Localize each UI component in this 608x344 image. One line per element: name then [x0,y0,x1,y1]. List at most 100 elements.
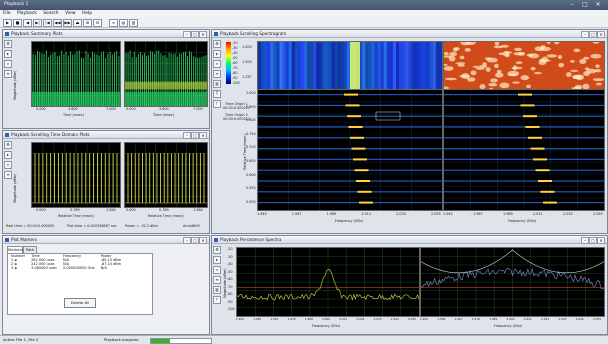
toolbar-button-12[interactable]: ▥ [129,19,138,27]
toolbar-button-10[interactable]: ≡ [109,19,118,27]
panel-maximize-button[interactable]: □ [589,31,597,38]
persist-xtick: 1.967 [270,317,279,321]
panel-close-button[interactable]: ✕ [199,31,207,38]
time-xtick: 0.789 [70,208,80,212]
row-time: 3.060000 usec [31,266,57,270]
marker-icon[interactable]: ⊤ [213,296,221,304]
close-button[interactable]: ✕ [595,1,601,8]
toolbar-button-1[interactable]: ■ [13,19,22,27]
spectro-speck [526,84,531,89]
zoom-icon[interactable]: ⌕ [213,266,221,274]
spectro-column [337,42,342,89]
summary-floor [32,91,120,106]
spectro-column [423,42,428,89]
spectro-column [420,42,425,89]
list-icon[interactable]: ≡ [213,276,221,284]
toolbar-button-3[interactable]: ▶| [33,19,42,27]
bars-icon[interactable]: ▥ [213,286,221,294]
zoom-icon[interactable]: ⌕ [4,60,12,68]
spectro-column [399,42,403,89]
menu-playback[interactable]: Playback [16,11,37,16]
spectro-column [411,42,415,89]
spectro-speck [590,53,602,59]
toolbar-button-11[interactable]: ▤ [119,19,128,27]
toolbar-button-7[interactable]: ⏏ [73,19,82,27]
row-frequency: N/A [63,258,70,262]
spectro-top-left[interactable] [257,41,443,90]
menu-help[interactable]: Help [81,11,93,16]
list-icon[interactable]: ≡ [4,171,12,179]
summary-plot-left[interactable] [31,41,121,107]
panel-minimize-button[interactable]: – [183,132,191,139]
menu-view[interactable]: View [64,11,76,16]
panel-minimize-button[interactable]: – [183,31,191,38]
minimize-button[interactable]: – [570,1,574,8]
delete-all-button[interactable]: Delete All [64,298,96,308]
persist-plot-right[interactable] [420,247,605,317]
gear-icon[interactable]: ⚙ [4,141,12,149]
marker-icon[interactable]: ⊤ [213,100,221,108]
play-icon[interactable]: ▸ [213,256,221,264]
persist-xtick: 2.044 [390,317,399,321]
list-icon[interactable]: ≡ [4,70,12,78]
toolbar-button-4[interactable]: |◀ [43,19,52,27]
panel-minimize-button[interactable]: – [581,237,589,244]
panel-maximize-button[interactable]: □ [191,132,199,139]
spectro-ytick: 1.000 [246,91,256,95]
spectro-main-left[interactable] [257,89,443,211]
spectro-speck [502,50,510,57]
bars-icon[interactable]: ▥ [213,80,221,88]
table-row[interactable]: 1 ◆ 282.000 usec N/A -85.15 dBm [8,258,124,262]
menu-search[interactable]: Search [43,11,59,16]
maximize-button[interactable]: □ [582,1,588,8]
spectro-side-toolbar: ⚙ ▸ ⌕ ≡ ▥ T ⊤ [213,40,221,110]
toolbar-button-2[interactable]: ◀ [23,19,32,27]
spectro-xtick: 2.055 [431,212,441,216]
spectro-main-right[interactable] [443,89,605,211]
colorbar-tick: -40 [232,51,238,55]
zoom-icon[interactable]: ⌕ [4,161,12,169]
persist-xtick: 2.022 [541,317,550,321]
spectro-speck [472,65,480,68]
spectro-top-right[interactable] [443,41,605,90]
persist-plot-left[interactable] [236,247,420,317]
spectro-row [258,158,442,160]
play-icon[interactable]: ▸ [4,151,12,159]
time-plot-right[interactable] [124,142,208,208]
panel-close-button[interactable]: ✕ [597,237,605,244]
toolbar-button-0[interactable]: ▶ [3,19,12,27]
spectro-speck [444,51,449,56]
toolbar-button-8[interactable]: ⊞ [83,19,92,27]
summary-plot-right[interactable] [124,41,208,107]
panel-close-button[interactable]: ✕ [199,237,207,244]
zoom-icon[interactable]: ⌕ [213,60,221,68]
table-row[interactable]: 2 ◆ 242.000 usec N/A -87.15 dBm [8,262,124,266]
panel-maximize-button[interactable]: □ [191,237,199,244]
gear-icon[interactable]: ⚙ [213,40,221,48]
toolbar-button-9[interactable]: ⊟ [93,19,102,27]
gear-icon[interactable]: ⚙ [213,246,221,254]
panel-maximize-button[interactable]: □ [589,237,597,244]
persist-xtick: 2.011 [339,317,348,321]
panel-maximize-button[interactable]: □ [191,31,199,38]
time-plot-left[interactable] [31,142,121,208]
spectro-hot-band [350,42,360,89]
spectro-ytick: 0.550 [246,186,256,191]
text-icon[interactable]: T [213,90,221,98]
panel-close-button[interactable]: ✕ [597,31,605,38]
toolbar-button-6[interactable]: ▶▶ [63,19,72,27]
panel-minimize-button[interactable]: – [183,237,191,244]
play-icon[interactable]: ▸ [213,50,221,58]
spectro-speck [466,77,476,82]
spectro-ytick: 0.650 [246,159,256,163]
toolbar-button-5[interactable]: ◀◀ [53,19,62,27]
spectro-speck [493,45,504,49]
play-icon[interactable]: ▸ [4,50,12,58]
table-row[interactable]: 3 ◆ 3.060000 usec 2.000008050 GHz N/A [8,266,124,270]
gear-icon[interactable]: ⚙ [4,40,12,48]
list-icon[interactable]: ≡ [213,70,221,78]
panel-close-button[interactable]: ✕ [199,132,207,139]
panel-minimize-button[interactable]: – [581,31,589,38]
menu-file[interactable]: File [3,11,11,16]
persist-xtick: 2.000 [506,317,515,321]
